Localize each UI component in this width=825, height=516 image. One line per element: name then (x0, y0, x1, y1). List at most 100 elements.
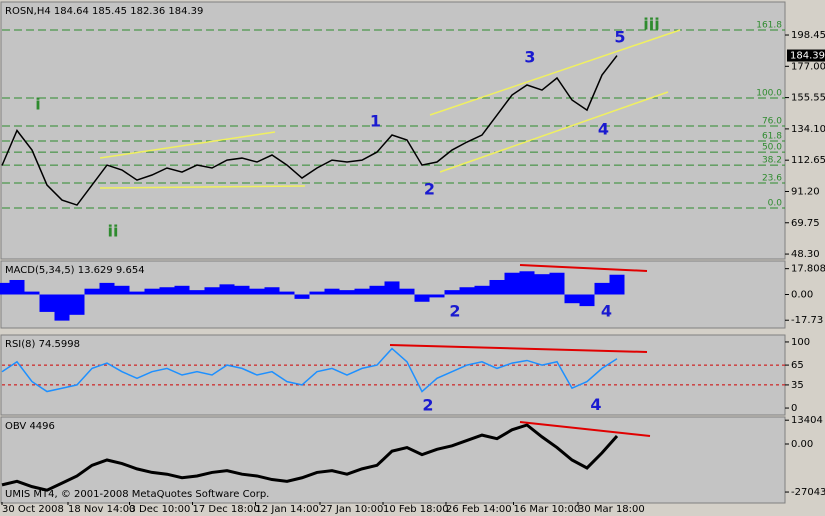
x-tick-label: 16 Mar 10:00 (514, 504, 581, 515)
x-tick-label: 12 Jan 14:00 (256, 504, 319, 515)
fib-label: 100.0 (756, 88, 782, 98)
x-tick-label: 3 Dec 10:00 (130, 504, 191, 515)
histogram-bar (114, 285, 130, 295)
histogram-bar (219, 284, 235, 295)
y-tick-label: 134.10 (791, 124, 825, 135)
histogram-bar (159, 287, 175, 295)
histogram-bar (354, 288, 370, 295)
fib-label: 161.8 (756, 20, 782, 30)
divergence-line (389, 344, 648, 353)
series-line (1, 423, 619, 492)
x-tick-label: 26 Feb 14:00 (446, 504, 512, 515)
histogram-bar (594, 282, 610, 295)
panel (0, 1, 786, 260)
channel-line (439, 91, 669, 173)
histogram-bar (444, 290, 460, 295)
y-tick-label: 17.808 (791, 264, 825, 275)
wave-label: 2 (449, 301, 460, 320)
y-tick-label: 100 (791, 337, 810, 348)
histogram-bar (189, 290, 205, 295)
wave-label: iii (643, 15, 659, 34)
fib-label: 61.8 (762, 132, 782, 142)
divergence-line (519, 264, 648, 272)
fib-label: 50.0 (762, 143, 782, 153)
histogram-bar (129, 291, 145, 295)
channel-line (429, 29, 681, 116)
panel (0, 416, 786, 504)
histogram-bar (579, 294, 595, 307)
fib-label: 76.0 (762, 116, 782, 126)
wave-label: 3 (524, 47, 535, 66)
histogram-bar (9, 279, 25, 295)
histogram-bar (249, 288, 265, 295)
wave-label: 4 (590, 395, 601, 414)
histogram-bar (564, 294, 580, 304)
panel-title: MACD(5,34,5) 13.629 9.654 (5, 265, 145, 276)
histogram-bar (549, 272, 565, 295)
histogram-bar (534, 274, 550, 295)
y-tick-label: 69.75 (791, 218, 820, 229)
price-label: 184.39 (790, 51, 825, 62)
histogram-bar (294, 294, 310, 299)
y-tick-label: 35 (791, 380, 804, 391)
histogram-bar (609, 274, 625, 295)
fib-label: 38.2 (762, 156, 782, 166)
histogram-bar (144, 288, 160, 295)
y-tick-label: 0 (791, 403, 797, 414)
panel (0, 334, 786, 416)
panel-title: ROSN,H4 184.64 185.45 182.36 184.39 (5, 6, 203, 17)
y-tick-label: 112.65 (791, 155, 825, 166)
histogram-bar (519, 271, 535, 295)
histogram-bar (339, 290, 355, 295)
wave-label: 2 (424, 180, 435, 199)
histogram-bar (414, 294, 430, 302)
wave-label: 4 (598, 120, 609, 139)
x-tick-label: 17 Dec 18:00 (193, 504, 260, 515)
histogram-bar (0, 282, 10, 295)
y-tick-label: 155.55 (791, 93, 825, 104)
divergence-line (519, 421, 651, 437)
y-tick-label: 177.00 (791, 61, 825, 72)
histogram-bar (369, 285, 385, 295)
histogram-bar (99, 282, 115, 295)
wave-label: i (35, 94, 40, 113)
x-tick-label: 18 Nov 14:00 (68, 504, 135, 515)
channel-line (99, 185, 306, 189)
histogram-bar (39, 294, 55, 312)
x-tick-label: 30 Mar 18:00 (578, 504, 645, 515)
histogram-bar (324, 288, 340, 295)
fib-label: 0.0 (768, 198, 783, 208)
y-tick-label: 0.00 (791, 290, 813, 301)
histogram-bar (489, 279, 505, 295)
histogram-bar (399, 288, 415, 295)
wave-label: 5 (614, 28, 625, 47)
y-tick-label: -17.73 (791, 315, 823, 326)
histogram-bar (429, 294, 445, 298)
histogram-bar (84, 288, 100, 295)
panel-title: RSI(8) 74.5998 (5, 339, 80, 350)
fib-label: 23.6 (762, 174, 782, 184)
channel-line (99, 131, 276, 159)
histogram-bar (234, 285, 250, 295)
histogram-bar (24, 291, 40, 295)
series-line (1, 55, 618, 206)
histogram-bar (204, 287, 220, 295)
histogram-bar (174, 285, 190, 295)
wave-label: 4 (601, 301, 612, 320)
y-tick-label: 198.45 (791, 30, 825, 41)
histogram-bar (69, 294, 85, 315)
histogram-bar (309, 291, 325, 295)
histogram-bar (459, 287, 475, 295)
histogram-bar (279, 291, 295, 295)
y-tick-label: 13404 (791, 415, 823, 426)
histogram-bar (504, 272, 520, 295)
wave-label: ii (108, 222, 119, 241)
footer: UMIS MT4, © 2001-2008 MetaQuotes Softwar… (5, 489, 269, 500)
series-line (1, 347, 618, 393)
y-tick-label: 48.30 (791, 249, 820, 260)
y-tick-label: 0.00 (791, 439, 813, 450)
y-tick-label: 91.20 (791, 186, 820, 197)
histogram-bar (474, 285, 490, 295)
